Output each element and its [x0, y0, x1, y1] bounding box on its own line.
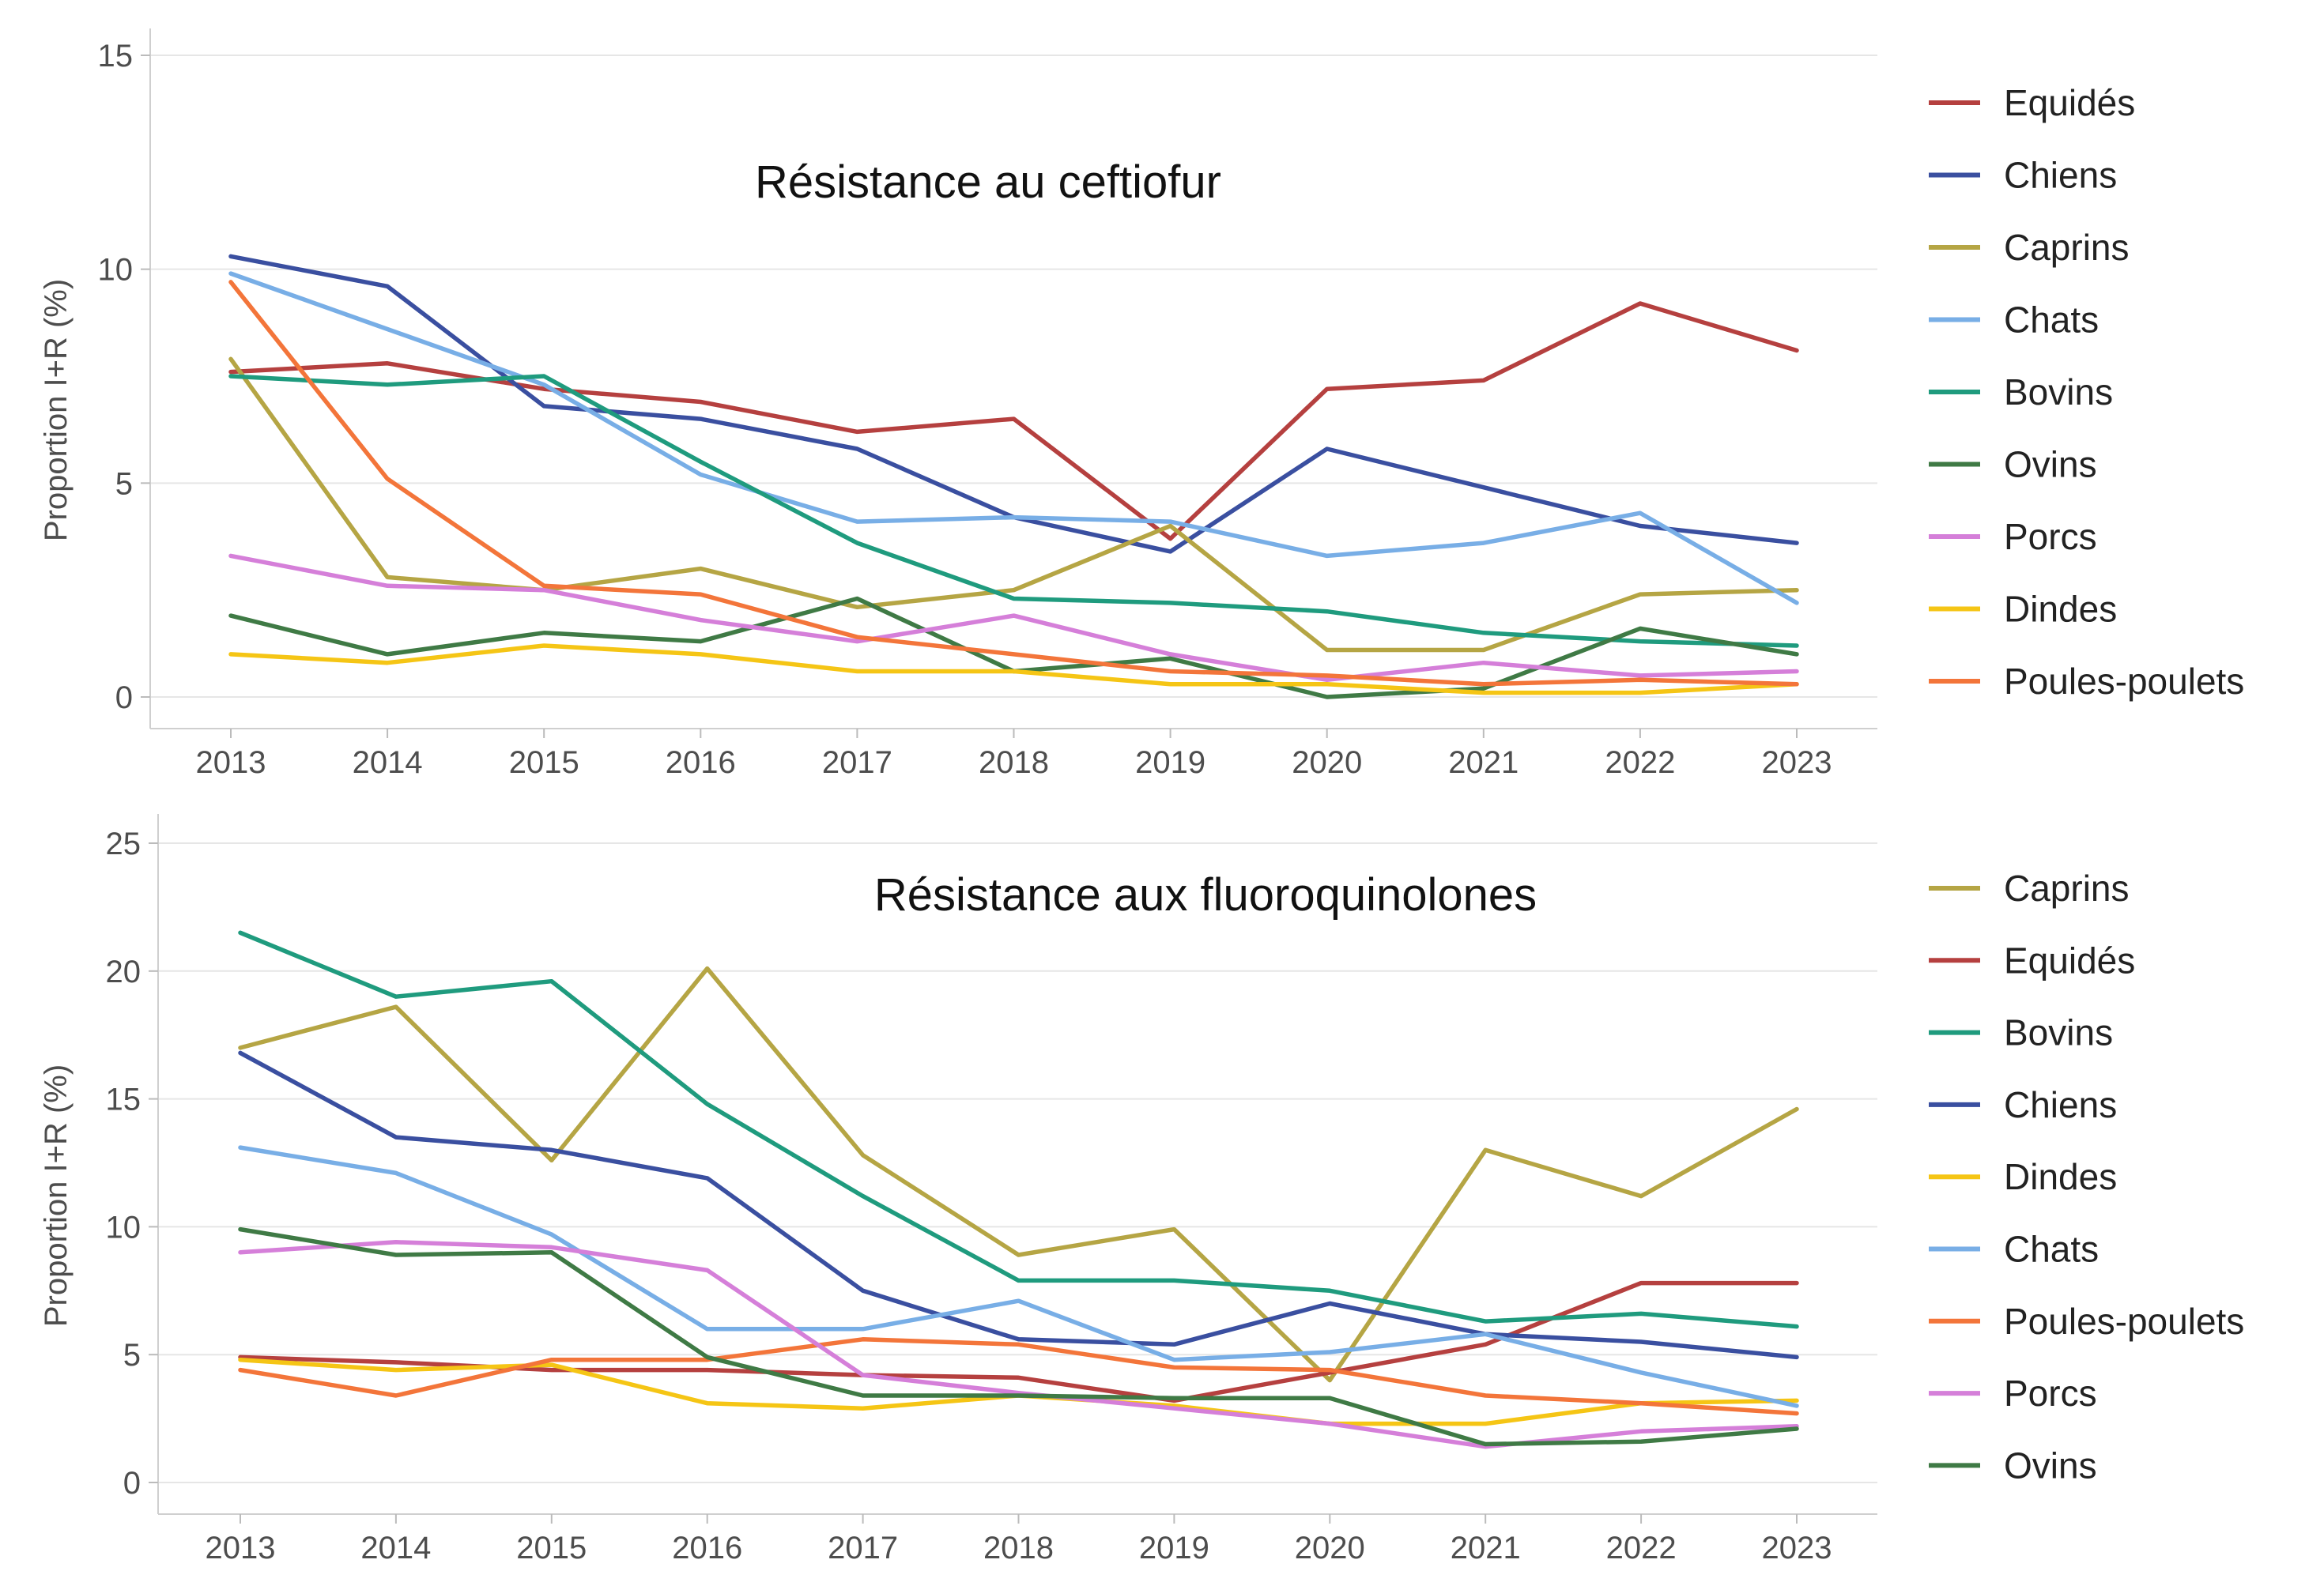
- fluoroquinolones-chart: 0 5 10 15 20 25 2013 2014 2015 2016 2017 2018 2019 20…: [39, 814, 2244, 1565]
- x-tick-label: 2013: [206, 1531, 276, 1565]
- series-line-bovins: [238, 930, 1799, 1329]
- x-tick-label: 2014: [353, 745, 423, 780]
- legend-label-chats: Chats: [2004, 300, 2099, 341]
- y-axis-title: Proportion I+R (%): [39, 1064, 74, 1327]
- legend-label-equides: Equidés: [2004, 940, 2135, 981]
- x-tick-label: 2022: [1606, 1531, 1677, 1565]
- legend-label-poules-poulets: Poules-poulets: [2004, 661, 2244, 702]
- y-tick-label: 15: [98, 39, 134, 73]
- x-tick-label: 2015: [509, 745, 579, 780]
- x-tick-label: 2021: [1451, 1531, 1521, 1565]
- legend-label-porcs: Porcs: [2004, 1373, 2097, 1414]
- y-tick-label: 15: [106, 1083, 141, 1117]
- x-tick-label: 2020: [1292, 745, 1362, 780]
- x-tick-label: 2023: [1762, 1531, 1832, 1565]
- y-axis-title: Proportion I+R (%): [39, 279, 74, 541]
- x-tick-label: 2015: [516, 1531, 587, 1565]
- series-line-bovins: [228, 374, 1799, 648]
- series-line-porcs: [228, 553, 1799, 683]
- x-tick-label: 2013: [196, 745, 266, 780]
- legend-label-dindes: Dindes: [2004, 1156, 2117, 1197]
- series-line-chiens: [228, 254, 1799, 554]
- y-tick-label: 10: [106, 1210, 141, 1245]
- legend-label-caprins: Caprins: [2004, 868, 2130, 909]
- x-tick-label: 2014: [360, 1531, 431, 1565]
- series-line-chats: [238, 1145, 1799, 1408]
- y-tick-label: 0: [123, 1466, 141, 1501]
- x-tick-label: 2019: [1139, 1531, 1209, 1565]
- legend-label-dindes: Dindes: [2004, 589, 2117, 630]
- legend-label-poules-poulets: Poules-poulets: [2004, 1301, 2244, 1342]
- series-line-poules-poulets: [228, 280, 1799, 687]
- x-tick-label: 2016: [666, 745, 736, 780]
- x-tick-label: 2017: [828, 1531, 898, 1565]
- legend-label-porcs: Porcs: [2004, 516, 2097, 557]
- ceftiofur-chart: 0 5 10 15 2013 2014 2015 2016 2017 2018 2019 2020 20…: [39, 28, 2244, 780]
- x-tick-label: 2023: [1762, 745, 1832, 780]
- series-line-chats: [228, 271, 1799, 605]
- x-tick-label: 2018: [983, 1531, 1054, 1565]
- legend-label-ovins: Ovins: [2004, 444, 2097, 485]
- x-tick-label: 2021: [1448, 745, 1519, 780]
- series-line-poules-poulets: [238, 1337, 1799, 1416]
- series-line-caprins: [228, 356, 1799, 653]
- legend-label-caprins: Caprins: [2004, 227, 2130, 268]
- y-tick-label: 10: [98, 253, 134, 288]
- series-line-caprins: [238, 966, 1799, 1383]
- y-tick-label: 20: [106, 955, 141, 989]
- series-line-ovins: [238, 1226, 1799, 1447]
- y-tick-label: 5: [123, 1338, 141, 1373]
- legend-label-chiens: Chiens: [2004, 155, 2117, 196]
- x-tick-label: 2022: [1605, 745, 1675, 780]
- series-line-equides: [228, 301, 1799, 541]
- legend-label-bovins: Bovins: [2004, 371, 2113, 413]
- chart-title: Résistance aux fluoroquinolones: [874, 869, 1537, 921]
- y-tick-label: 0: [115, 680, 133, 715]
- x-tick-label: 2016: [672, 1531, 742, 1565]
- x-tick-label: 2017: [822, 745, 892, 780]
- chart-title: Résistance au ceftiofur: [755, 156, 1221, 208]
- x-tick-label: 2019: [1135, 745, 1205, 780]
- x-tick-label: 2018: [979, 745, 1049, 780]
- y-tick-label: 5: [115, 466, 133, 501]
- legend-label-chats: Chats: [2004, 1229, 2099, 1270]
- legend-label-chiens: Chiens: [2004, 1084, 2117, 1125]
- legend-label-ovins: Ovins: [2004, 1445, 2097, 1486]
- legend-label-bovins: Bovins: [2004, 1012, 2113, 1053]
- series-line-dindes: [228, 643, 1799, 695]
- y-tick-label: 25: [106, 827, 141, 861]
- legend-label-equides: Equidés: [2004, 82, 2135, 123]
- series-line-chiens: [238, 1050, 1799, 1360]
- x-tick-label: 2020: [1295, 1531, 1365, 1565]
